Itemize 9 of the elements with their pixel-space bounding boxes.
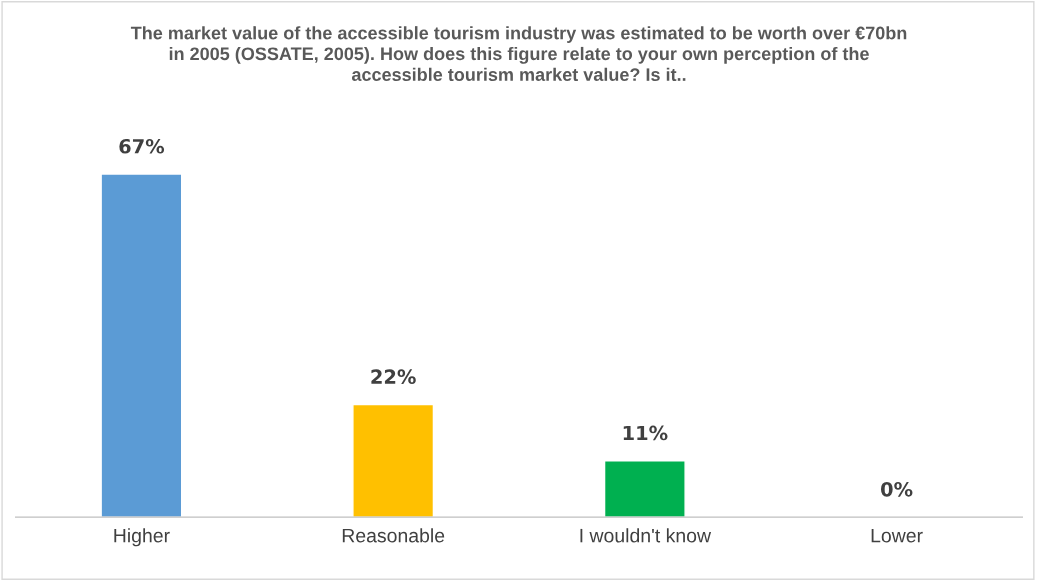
x-tick-label: Lower bbox=[871, 528, 923, 543]
data-label: 22% bbox=[371, 369, 416, 385]
chart-title: The market value of the accessible tourism industry was estimated to be worth over €70bn in 2005 (OSSATE, 2005). How does this figure relate to your own perception of the accessible tourism market value? Is it.. bbox=[130, 26, 907, 81]
x-tick-label: I wouldn't know bbox=[580, 528, 712, 543]
data-label: 11% bbox=[623, 425, 668, 441]
data-label: 67% bbox=[119, 138, 165, 154]
x-tick-label: Higher bbox=[114, 528, 170, 547]
data-label: 0% bbox=[881, 481, 913, 497]
x-tick-label: Reasonable bbox=[342, 528, 445, 543]
